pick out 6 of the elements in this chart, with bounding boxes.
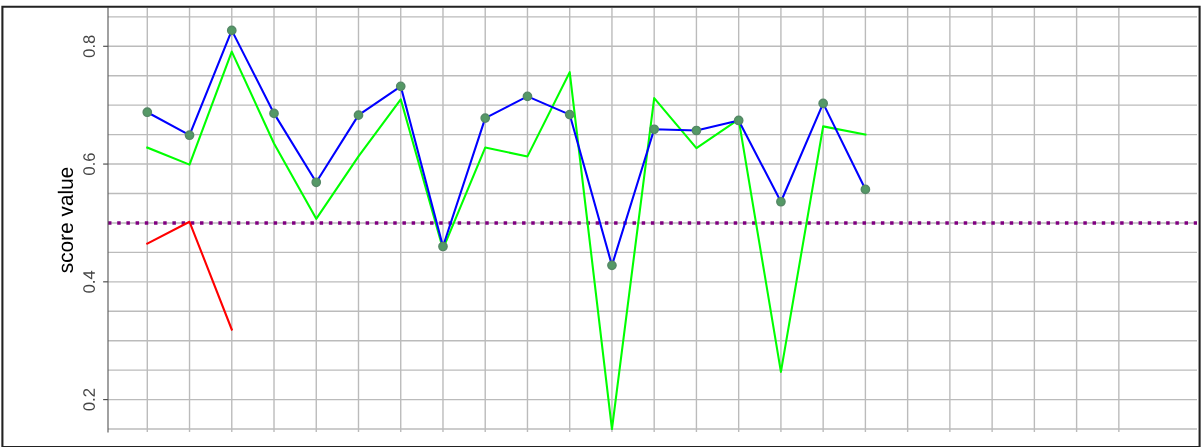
y-tick-label: 0.8	[83, 35, 95, 58]
y-tick-label: 0.6	[83, 153, 95, 175]
line-series	[146, 50, 867, 431]
y-tick-label: 0.2	[83, 388, 95, 411]
y-axis-title: score value	[57, 167, 74, 273]
y-tick-label: 0.4	[83, 270, 95, 293]
